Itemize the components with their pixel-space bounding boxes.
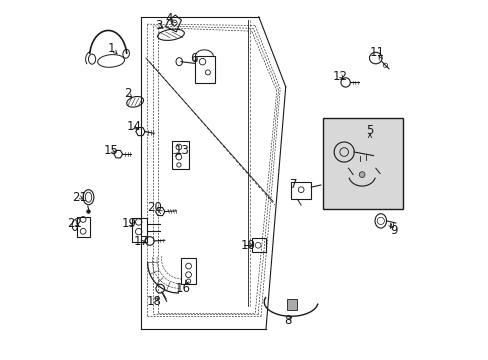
Text: 8: 8 (284, 314, 291, 327)
Text: 13: 13 (174, 144, 189, 157)
Bar (291, 182, 310, 199)
Text: 14: 14 (126, 121, 141, 134)
Text: 9: 9 (390, 224, 397, 238)
Text: 4: 4 (165, 12, 173, 25)
Text: 10: 10 (240, 239, 255, 252)
Text: 12: 12 (332, 69, 347, 82)
Text: 7: 7 (290, 178, 297, 191)
Text: 5: 5 (366, 124, 373, 137)
Text: 1: 1 (107, 41, 115, 54)
Text: 21: 21 (72, 191, 87, 204)
Text: 15: 15 (103, 144, 118, 157)
Text: 2: 2 (124, 87, 131, 100)
Bar (286, 300, 296, 310)
Text: 11: 11 (369, 46, 384, 59)
Text: 3: 3 (155, 19, 163, 32)
Text: 16: 16 (175, 282, 190, 295)
Bar (181, 258, 196, 284)
Circle shape (359, 172, 364, 177)
Bar (251, 238, 265, 252)
Bar (195, 56, 215, 83)
Text: 6: 6 (189, 51, 197, 64)
Text: 20: 20 (146, 202, 161, 215)
Text: 17: 17 (133, 235, 148, 248)
Bar (77, 217, 90, 237)
Circle shape (86, 210, 90, 213)
Text: 18: 18 (146, 295, 161, 308)
Bar (171, 140, 188, 168)
Text: 22: 22 (66, 217, 81, 230)
Bar (322, 118, 403, 210)
Bar (131, 218, 146, 242)
Text: 19: 19 (122, 217, 136, 230)
